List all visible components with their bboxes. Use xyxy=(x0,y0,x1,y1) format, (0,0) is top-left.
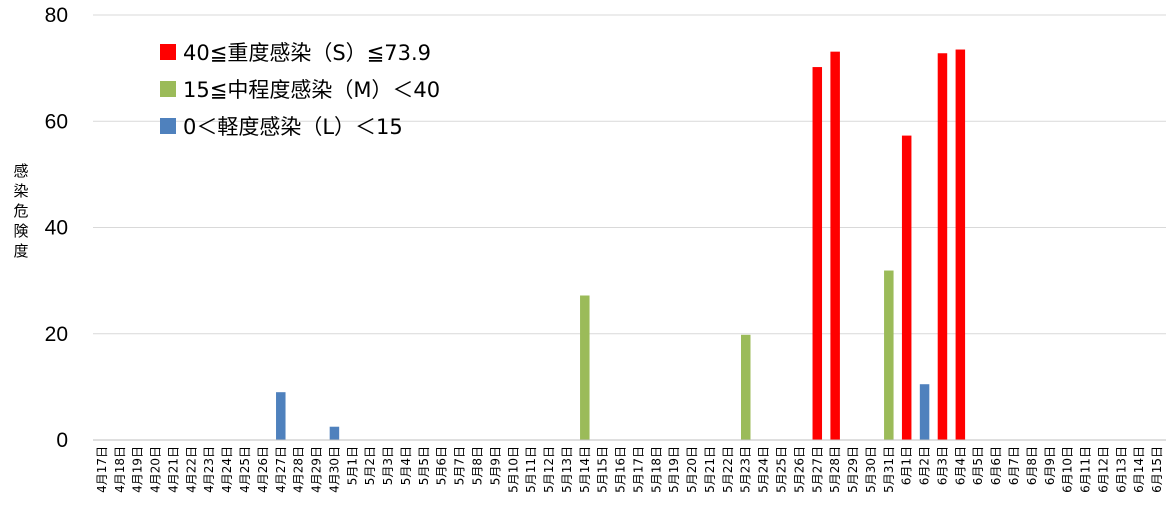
x-tick-label: 5月14日 xyxy=(578,446,592,493)
x-tick-label: 4月20日 xyxy=(149,446,163,493)
y-axis-label-char: 度 xyxy=(13,242,28,260)
gridlines xyxy=(93,14,1166,335)
x-tick-label: 4月23日 xyxy=(202,446,216,493)
x-tick-label: 5月17日 xyxy=(631,446,645,493)
x-tick-label: 5月29日 xyxy=(846,446,860,493)
bar xyxy=(580,295,590,440)
y-tick-label: 20 xyxy=(45,323,68,346)
x-tick-label: 4月22日 xyxy=(184,446,198,493)
x-tick-label: 4月25日 xyxy=(238,446,252,493)
x-tick-label: 4月19日 xyxy=(131,446,145,493)
x-tick-label: 5月11日 xyxy=(524,446,538,493)
x-tick-label: 6月6日 xyxy=(989,446,1003,485)
x-tick-label: 5月22日 xyxy=(721,446,735,493)
bar xyxy=(937,53,948,440)
bar xyxy=(276,392,286,440)
x-tick-label: 5月9日 xyxy=(488,446,502,485)
x-tick-label: 4月24日 xyxy=(220,446,234,493)
x-tick-label: 5月27日 xyxy=(810,446,824,493)
y-axis-label-char: 険 xyxy=(13,222,28,240)
bar xyxy=(329,426,340,440)
x-tick-label: 6月9日 xyxy=(1043,446,1057,485)
x-tick-label: 6月1日 xyxy=(900,446,914,485)
x-tick-label: 4月17日 xyxy=(95,446,109,493)
x-tick-label: 6月2日 xyxy=(918,446,932,485)
legend-label: 0＜軽度感染（L）＜15 xyxy=(183,115,403,139)
x-tick-label: 5月30日 xyxy=(864,446,878,493)
x-tick-label: 6月12日 xyxy=(1096,446,1110,493)
x-tick-label: 6月8日 xyxy=(1025,446,1039,485)
x-tick-label: 5月18日 xyxy=(649,446,663,493)
x-tick-label: 5月24日 xyxy=(757,446,771,493)
x-tick-label: 6月11日 xyxy=(1079,446,1093,493)
x-tick-label: 6月3日 xyxy=(935,446,949,485)
x-tick-label: 5月12日 xyxy=(542,446,556,493)
x-tick-label: 5月16日 xyxy=(614,446,628,493)
bar xyxy=(740,334,751,440)
x-tick-label: 5月21日 xyxy=(703,446,717,493)
x-tick-label: 6月15日 xyxy=(1150,446,1164,493)
x-tick-label: 4月26日 xyxy=(256,446,270,493)
x-tick-label: 5月5日 xyxy=(417,446,431,485)
x-tick-label: 5月26日 xyxy=(792,446,806,493)
legend-swatch xyxy=(160,81,176,97)
y-tick-label: 0 xyxy=(56,429,68,452)
x-tick-label: 4月30日 xyxy=(327,446,341,493)
x-tick-label: 6月10日 xyxy=(1061,446,1075,493)
x-tick-label: 5月1日 xyxy=(345,446,359,485)
bar xyxy=(919,384,930,440)
x-tick-label: 5月31日 xyxy=(882,446,896,493)
bar xyxy=(955,49,966,440)
legend-label: 40≦重度感染（S）≦73.9 xyxy=(183,41,431,65)
x-tick-label: 6月5日 xyxy=(971,446,985,485)
legend-label: 15≦中程度感染（M）＜40 xyxy=(183,78,440,102)
x-tick-label: 5月10日 xyxy=(506,446,520,493)
x-tick-label: 5月3日 xyxy=(381,446,395,485)
bars xyxy=(276,49,966,440)
x-tick-label: 4月27日 xyxy=(274,446,288,493)
x-tick-label: 5月25日 xyxy=(775,446,789,493)
x-tick-label: 5月13日 xyxy=(560,446,574,493)
x-tick-label: 6月4日 xyxy=(953,446,967,485)
x-tick-label: 4月21日 xyxy=(166,446,180,493)
y-axis-label-char: 危 xyxy=(13,202,28,220)
bar xyxy=(901,135,912,440)
x-tick-label: 5月8日 xyxy=(470,446,484,485)
x-tick-label: 5月23日 xyxy=(739,446,753,493)
x-tick-label: 5月20日 xyxy=(685,446,699,493)
y-axis-label-char: 染 xyxy=(13,182,28,200)
y-axis-label-char: 感 xyxy=(13,162,28,180)
x-tick-label: 5月28日 xyxy=(828,446,842,493)
x-tick-label: 6月7日 xyxy=(1007,446,1021,485)
legend: 40≦重度感染（S）≦73.9 15≦中程度感染（M）＜40 0＜軽度感染（L）＜1… xyxy=(160,41,440,139)
x-tick-label: 4月29日 xyxy=(310,446,324,493)
y-tick-label: 60 xyxy=(45,110,68,133)
bar xyxy=(884,270,894,440)
x-tick-label: 4月18日 xyxy=(113,446,127,493)
x-tick-label: 5月19日 xyxy=(667,446,681,493)
y-axis: 0 20 40 60 80 xyxy=(45,4,68,452)
x-axis: 4月17日 4月18日 4月19日 4月20日 4月21日 4月22日 4月23日 4月24日… xyxy=(93,439,1166,493)
x-tick-label: 5月4日 xyxy=(399,446,413,485)
x-tick-label: 6月13日 xyxy=(1114,446,1128,493)
x-tick-label: 5月15日 xyxy=(596,446,610,493)
x-tick-label: 5月2日 xyxy=(363,446,377,485)
legend-swatch xyxy=(160,118,176,134)
x-tick-label: 6月14日 xyxy=(1132,446,1146,493)
y-tick-label: 40 xyxy=(45,217,68,240)
bar xyxy=(812,67,823,440)
x-tick-label: 4月28日 xyxy=(292,446,306,493)
x-tick-label: 5月6日 xyxy=(435,446,449,485)
y-tick-label: 80 xyxy=(45,4,68,27)
legend-swatch xyxy=(160,44,176,60)
bar xyxy=(830,51,840,440)
x-tick-label: 5月7日 xyxy=(453,446,467,485)
